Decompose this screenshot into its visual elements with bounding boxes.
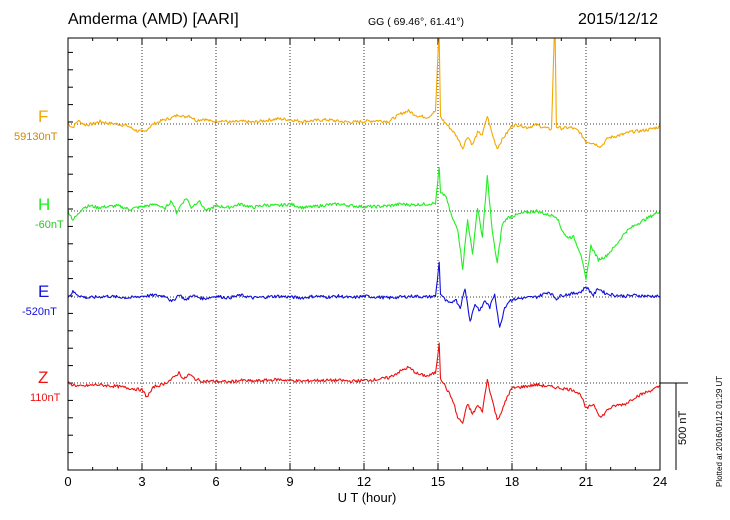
chart-date: 2015/12/12 [578,11,659,28]
x-axis-label: U T (hour) [337,490,397,505]
series-line-z [67,342,661,424]
x-tick-label: 24 [652,474,668,489]
x-tick-label: 6 [212,474,220,489]
series-baseline-h: -60nT [35,219,64,231]
x-tick-label: 18 [504,474,520,489]
x-tick-label: 21 [578,474,594,489]
x-tick-label: 3 [138,474,146,489]
series-line-e [67,261,661,328]
series-line-h [67,166,661,281]
series-label-f: F [38,107,49,126]
series-label-h: H [38,195,51,214]
series-baseline-z: 110nT [30,392,61,404]
series-label-e: E [38,282,50,301]
scale-bar [660,382,688,470]
x-tick-label: 15 [430,474,446,489]
series-label-z: Z [38,368,49,387]
scale-bar-label: 500 nT [677,410,689,445]
x-tick-label: 12 [356,474,372,489]
station-title: Amderma (AMD) [AARI] [68,11,239,28]
x-tick-label: 0 [64,474,72,489]
geographic-coordinates: GG ( 69.46°, 61.41°) [368,16,464,28]
series-baseline-f: 59130nT [14,131,58,143]
x-tick-label: 9 [286,474,294,489]
plotted-timestamp: Plotted at 2016/01/12 01:29 UT [715,375,724,487]
series-line-f [67,38,661,150]
series-baseline-e: -520nT [22,306,57,318]
plot-frame [67,37,661,471]
